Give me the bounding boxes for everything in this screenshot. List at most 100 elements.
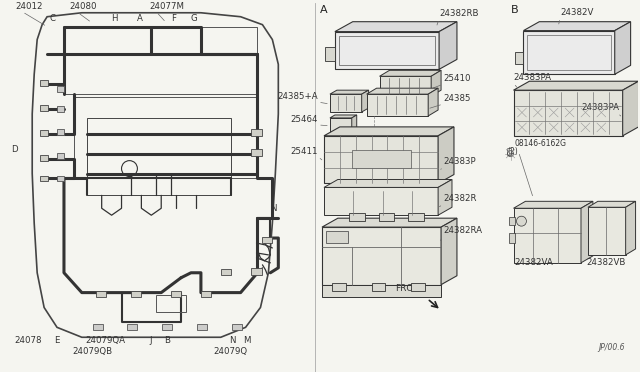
Text: (2): (2) — [508, 147, 518, 155]
Text: 24383PA: 24383PA — [513, 73, 552, 82]
Bar — [408, 213, 424, 221]
Polygon shape — [438, 179, 452, 215]
Bar — [57, 106, 64, 112]
Bar — [74, 97, 257, 179]
Polygon shape — [524, 22, 630, 31]
Bar — [87, 118, 230, 195]
Text: JP/00.6: JP/00.6 — [598, 343, 625, 352]
Text: 25464: 25464 — [291, 115, 318, 124]
Text: F: F — [171, 14, 176, 23]
Text: 24012: 24012 — [15, 2, 43, 11]
Polygon shape — [367, 88, 438, 94]
Bar — [513, 90, 623, 136]
Bar — [326, 231, 348, 243]
Polygon shape — [626, 201, 636, 255]
Text: 25411: 25411 — [291, 147, 318, 155]
Bar — [332, 283, 346, 291]
Polygon shape — [380, 70, 441, 76]
Bar — [40, 155, 48, 161]
Text: B: B — [164, 336, 170, 345]
Text: M: M — [244, 336, 251, 345]
Bar — [335, 32, 439, 69]
Bar — [250, 149, 262, 155]
Bar — [221, 269, 230, 275]
Bar — [57, 129, 64, 135]
Text: H: H — [111, 14, 118, 23]
Polygon shape — [438, 127, 454, 183]
Text: 24077M: 24077M — [149, 2, 184, 11]
Bar — [40, 105, 48, 111]
Bar — [322, 227, 441, 285]
Bar — [40, 130, 48, 136]
Text: E: E — [54, 336, 60, 345]
Text: J: J — [149, 336, 152, 345]
Polygon shape — [322, 218, 457, 227]
Text: 24382V: 24382V — [560, 8, 593, 17]
Polygon shape — [324, 127, 454, 136]
Text: 24078: 24078 — [14, 336, 42, 345]
Text: A: A — [138, 14, 143, 23]
Bar — [324, 187, 438, 215]
Bar — [412, 283, 425, 291]
Text: FRONT: FRONT — [396, 283, 426, 293]
Bar — [322, 285, 441, 296]
Text: 24383P: 24383P — [443, 157, 476, 166]
Bar — [324, 136, 438, 183]
Bar — [201, 291, 211, 296]
Text: 24079QB: 24079QB — [72, 347, 112, 356]
Text: N: N — [228, 336, 236, 345]
Text: 24382VB: 24382VB — [586, 258, 625, 267]
Bar — [64, 27, 257, 94]
Bar — [325, 48, 335, 61]
Bar — [378, 213, 394, 221]
Text: 24079QA: 24079QA — [86, 336, 126, 345]
Bar — [524, 31, 615, 74]
Polygon shape — [439, 22, 457, 69]
Bar — [513, 208, 581, 263]
Polygon shape — [588, 201, 636, 207]
Text: 24382RB: 24382RB — [439, 9, 479, 18]
Bar — [197, 324, 207, 330]
Polygon shape — [428, 88, 438, 116]
Bar — [509, 217, 515, 225]
Text: 24383PA: 24383PA — [582, 103, 620, 112]
Polygon shape — [362, 90, 369, 112]
Text: B: B — [511, 5, 518, 15]
Bar — [250, 268, 262, 275]
Polygon shape — [615, 22, 630, 74]
Bar — [40, 176, 48, 182]
Polygon shape — [330, 90, 369, 94]
Text: C: C — [49, 14, 55, 23]
Bar — [96, 291, 106, 296]
Polygon shape — [324, 179, 452, 187]
Polygon shape — [513, 81, 639, 90]
Bar — [380, 76, 431, 96]
Polygon shape — [623, 81, 639, 136]
Text: 24382VA: 24382VA — [515, 258, 553, 267]
Text: 24080: 24080 — [69, 2, 97, 11]
Polygon shape — [335, 22, 457, 32]
Bar — [527, 35, 611, 70]
Bar — [262, 237, 273, 243]
Bar — [330, 94, 362, 112]
Polygon shape — [441, 218, 457, 285]
Bar — [131, 291, 141, 296]
Bar — [367, 94, 428, 116]
Bar — [588, 207, 626, 255]
Bar — [339, 36, 435, 65]
Text: Ⓑ: Ⓑ — [507, 148, 511, 157]
Bar — [509, 233, 515, 243]
Bar — [127, 324, 138, 330]
Bar — [171, 291, 181, 296]
Circle shape — [516, 216, 527, 226]
Polygon shape — [581, 201, 593, 263]
Bar — [372, 283, 385, 291]
Polygon shape — [352, 115, 356, 134]
Bar — [515, 52, 524, 64]
Bar — [40, 80, 48, 86]
Text: 25410: 25410 — [443, 74, 470, 83]
Bar — [352, 150, 412, 167]
Bar — [57, 86, 64, 92]
Text: N: N — [270, 204, 277, 213]
Text: 24385: 24385 — [443, 94, 470, 103]
